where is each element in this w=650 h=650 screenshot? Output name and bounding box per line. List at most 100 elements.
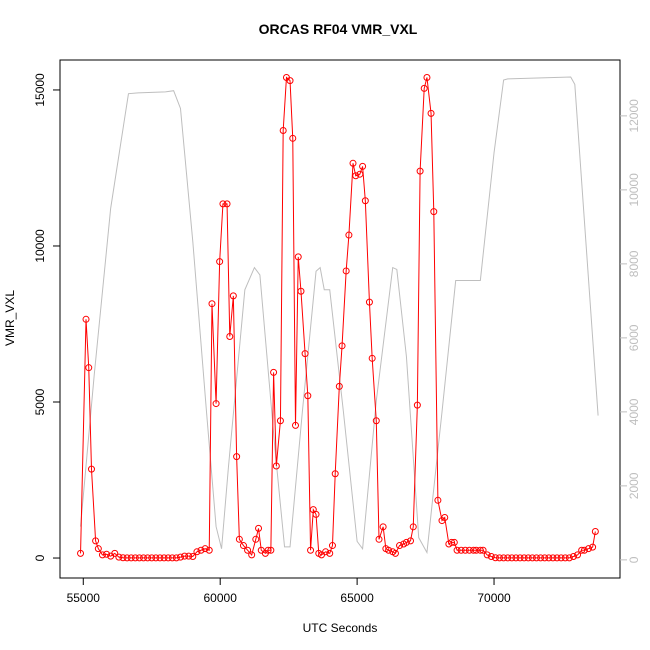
- data-point: [483, 551, 491, 559]
- data-point: [580, 546, 588, 554]
- data-point: [189, 552, 197, 560]
- data-point: [279, 127, 287, 135]
- data-point: [450, 538, 458, 546]
- x-tick-label: 70000: [477, 591, 511, 605]
- series-line: [80, 76, 596, 559]
- data-point: [441, 513, 449, 521]
- data-point: [500, 554, 508, 562]
- data-point: [520, 554, 528, 562]
- data-point: [365, 298, 373, 306]
- data-point: [252, 535, 260, 543]
- y2-tick-label: 4000: [627, 398, 641, 425]
- data-point: [448, 538, 456, 546]
- data-point: [172, 554, 180, 562]
- data-point: [453, 546, 461, 554]
- data-point: [553, 554, 561, 562]
- plot-box: [59, 59, 621, 579]
- data-point: [322, 548, 330, 556]
- data-point: [430, 208, 438, 216]
- data-point: [244, 546, 252, 554]
- y-axis-label: VMR_VXL: [3, 290, 17, 346]
- x-tick-label: 65000: [340, 591, 374, 605]
- data-point: [264, 546, 272, 554]
- data-point: [205, 546, 213, 554]
- data-point: [82, 315, 90, 323]
- data-point: [144, 554, 152, 562]
- data-point: [219, 200, 227, 208]
- data-point: [123, 554, 131, 562]
- data-point: [413, 401, 421, 409]
- data-point: [545, 554, 553, 562]
- y2-tick-label: 8000: [627, 250, 641, 277]
- data-point: [292, 421, 300, 429]
- data-point: [496, 554, 504, 562]
- data-point: [304, 392, 312, 400]
- data-point: [197, 546, 205, 554]
- data-point: [516, 554, 524, 562]
- data-point: [569, 552, 577, 560]
- data-point: [135, 554, 143, 562]
- data-point: [248, 551, 256, 559]
- data-point: [345, 231, 353, 239]
- y2-tick-label: 0: [627, 556, 641, 563]
- data-point: [352, 172, 360, 180]
- data-point: [115, 553, 123, 561]
- data-point: [152, 554, 160, 562]
- data-point: [276, 417, 284, 425]
- data-point: [574, 551, 582, 559]
- data-point: [434, 496, 442, 504]
- data-point: [185, 552, 193, 560]
- data-point: [208, 300, 216, 308]
- data-point: [286, 77, 294, 85]
- y2-tick-label: 12000: [627, 99, 641, 133]
- data-point: [359, 162, 367, 170]
- data-point: [181, 552, 189, 560]
- data-point: [487, 552, 495, 560]
- data-point: [216, 258, 224, 266]
- data-point: [176, 553, 184, 561]
- data-point: [549, 554, 557, 562]
- x-axis-label: UTC Seconds: [303, 621, 378, 635]
- data-point: [87, 465, 95, 473]
- data-point: [98, 551, 106, 559]
- data-point: [375, 535, 383, 543]
- data-point: [379, 523, 387, 531]
- data-point: [119, 554, 127, 562]
- data-point: [391, 549, 399, 557]
- chart-title: ORCAS RF04 VMR_VXL: [259, 21, 418, 37]
- data-point: [85, 364, 93, 372]
- data-point: [168, 554, 176, 562]
- data-point: [312, 510, 320, 518]
- data-point: [508, 554, 516, 562]
- y-tick-label: 0: [33, 554, 47, 561]
- data-point: [589, 543, 597, 551]
- data-point: [416, 167, 424, 175]
- data-point: [561, 554, 569, 562]
- data-point: [94, 545, 102, 553]
- data-point: [338, 342, 346, 350]
- data-point: [201, 545, 209, 553]
- data-point: [342, 267, 350, 275]
- data-point: [267, 546, 275, 554]
- data-point: [591, 528, 599, 536]
- data-point: [368, 354, 376, 362]
- data-point: [328, 542, 336, 550]
- data-point: [229, 292, 237, 300]
- data-point: [127, 554, 135, 562]
- data-point: [193, 548, 201, 556]
- data-point: [476, 546, 484, 554]
- data-point: [457, 546, 465, 554]
- data-point: [233, 453, 241, 461]
- data-point: [372, 417, 380, 425]
- data-point: [111, 549, 119, 557]
- data-point: [301, 350, 309, 358]
- data-point: [148, 554, 156, 562]
- data-point: [297, 287, 305, 295]
- data-point: [402, 538, 410, 546]
- data-point: [239, 542, 247, 550]
- data-point: [396, 542, 404, 550]
- y-tick-label: 10000: [33, 229, 47, 263]
- data-point: [356, 170, 364, 178]
- data-point: [131, 554, 139, 562]
